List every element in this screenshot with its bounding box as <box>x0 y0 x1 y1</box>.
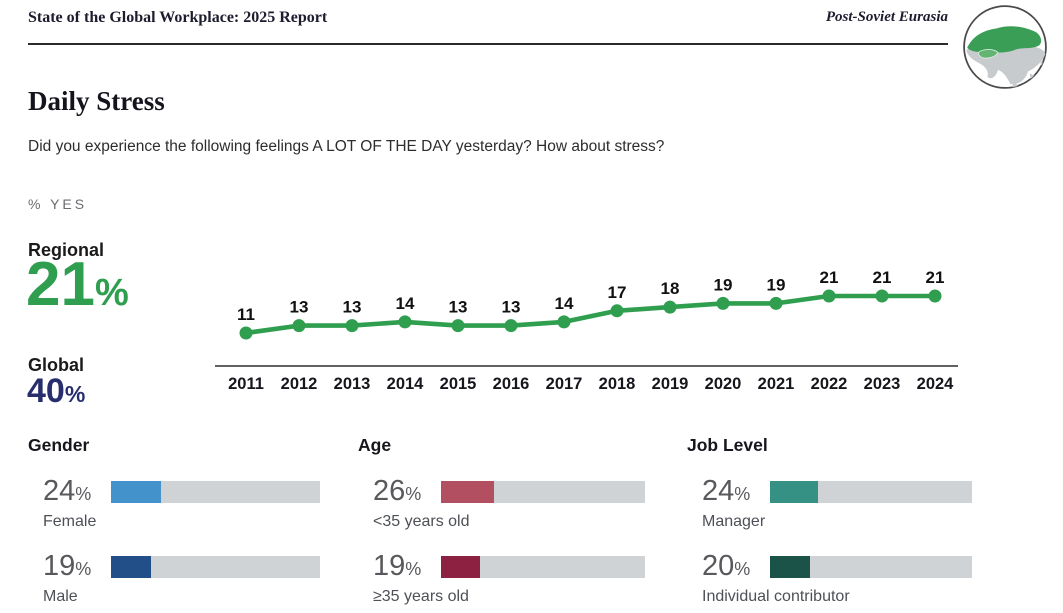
header-divider <box>28 43 948 45</box>
svg-text:2011: 2011 <box>228 375 264 393</box>
svg-text:19: 19 <box>714 275 733 294</box>
under35-bar-fill <box>441 480 495 503</box>
over35-value: 19% <box>373 550 422 582</box>
age-section: Age 26% <35 years old 19% ≥35 years old <box>358 435 645 613</box>
under35-value: 26% <box>373 475 422 507</box>
manager-value: 24% <box>702 475 751 507</box>
female-bar-fill <box>111 480 162 503</box>
manager-bar-fill <box>770 480 819 503</box>
daily-stress-trend-chart: 11 2011 13 2012 13 2013 14 2014 13 2015 13 2016 14 20… <box>215 268 958 393</box>
svg-text:2014: 2014 <box>387 375 425 393</box>
ic-bar-fill <box>770 555 811 578</box>
regional-stat-value: 21% <box>26 252 129 317</box>
job-level-heading: Job Level <box>687 435 768 455</box>
job-level-section: Job Level 24% Manager 20% Individual con… <box>687 435 972 613</box>
global-percent-sign: % <box>64 381 86 407</box>
svg-text:2021: 2021 <box>758 375 795 393</box>
global-stat-value: 40% <box>27 372 86 410</box>
gender-section: Gender 24% Female 19% Male <box>28 435 320 613</box>
male-value: 19% <box>43 550 92 582</box>
svg-text:17: 17 <box>608 283 627 302</box>
manager-label: Manager <box>702 513 766 530</box>
svg-text:2020: 2020 <box>705 375 742 393</box>
survey-question: Did you experience the following feeling… <box>28 138 665 155</box>
svg-text:2023: 2023 <box>864 375 901 393</box>
job-row-manager: 24% Manager <box>687 477 972 531</box>
svg-text:19: 19 <box>767 275 786 294</box>
unit-label: % YES <box>28 196 88 212</box>
svg-text:21: 21 <box>926 268 945 287</box>
svg-text:2017: 2017 <box>546 375 583 393</box>
eurasia-globe-icon <box>963 5 1047 89</box>
male-bar-track <box>111 555 320 578</box>
global-number: 40 <box>27 372 65 410</box>
svg-text:13: 13 <box>502 298 521 317</box>
svg-text:2013: 2013 <box>334 375 371 393</box>
male-label: Male <box>43 588 78 605</box>
svg-text:2024: 2024 <box>917 375 955 393</box>
svg-text:13: 13 <box>290 298 309 317</box>
svg-text:13: 13 <box>449 298 468 317</box>
female-value: 24% <box>43 475 92 507</box>
region-label: Post-Soviet Eurasia <box>825 9 948 25</box>
svg-text:21: 21 <box>873 268 892 287</box>
svg-text:2012: 2012 <box>281 375 318 393</box>
svg-text:2018: 2018 <box>599 375 636 393</box>
job-row-ic: 20% Individual contributor <box>687 552 972 606</box>
svg-text:21: 21 <box>820 268 839 287</box>
svg-text:14: 14 <box>396 294 415 313</box>
page-title: Daily Stress <box>28 86 165 116</box>
svg-text:18: 18 <box>661 279 680 298</box>
regional-number: 21 <box>26 250 95 319</box>
under35-bar-track <box>441 480 645 503</box>
svg-text:2022: 2022 <box>811 375 848 393</box>
gender-row-male: 19% Male <box>28 552 320 606</box>
gender-heading: Gender <box>28 435 90 455</box>
age-heading: Age <box>358 435 392 455</box>
female-bar-track <box>111 480 320 503</box>
manager-bar-track <box>770 480 972 503</box>
svg-text:2016: 2016 <box>493 375 530 393</box>
svg-text:13: 13 <box>343 298 362 317</box>
female-label: Female <box>43 513 97 530</box>
age-row-over35: 19% ≥35 years old <box>358 552 645 606</box>
report-title: State of the Global Workplace: 2025 Repo… <box>28 9 328 26</box>
under35-label: <35 years old <box>373 513 470 530</box>
age-row-under35: 26% <35 years old <box>358 477 645 531</box>
over35-bar-track <box>441 555 645 578</box>
male-bar-fill <box>111 555 151 578</box>
svg-text:2019: 2019 <box>652 375 689 393</box>
ic-bar-track <box>770 555 972 578</box>
global-stat-label: Global <box>28 355 85 375</box>
svg-text:14: 14 <box>555 294 574 313</box>
over35-label: ≥35 years old <box>373 588 469 605</box>
gender-row-female: 24% Female <box>28 477 320 531</box>
svg-text:11: 11 <box>237 305 255 324</box>
svg-text:2015: 2015 <box>440 375 477 393</box>
ic-label: Individual contributor <box>702 588 850 605</box>
regional-stat-label: Regional <box>28 240 105 260</box>
regional-percent-sign: % <box>94 272 129 314</box>
ic-value: 20% <box>702 550 751 582</box>
over35-bar-fill <box>441 555 480 578</box>
